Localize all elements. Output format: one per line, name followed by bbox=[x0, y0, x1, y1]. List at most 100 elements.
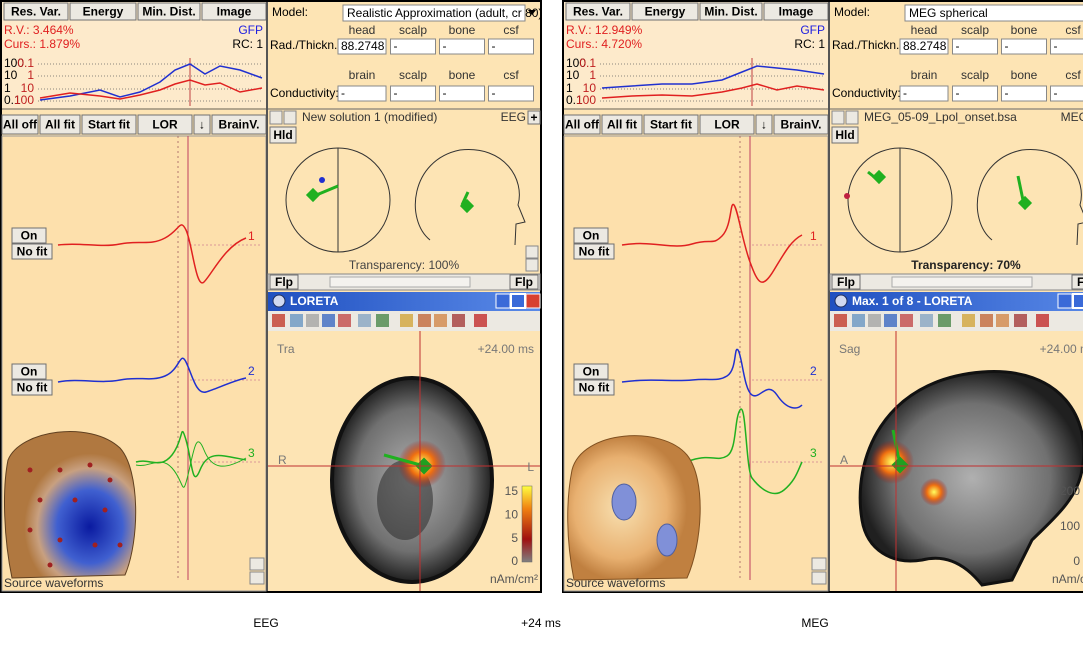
hold-button-box[interactable] bbox=[831, 126, 859, 144]
tool-icon[interactable] bbox=[868, 314, 881, 327]
slider-track[interactable] bbox=[891, 276, 1033, 288]
fit-button[interactable]: No fit bbox=[17, 245, 48, 259]
toolbar-button[interactable]: ↓ bbox=[761, 118, 767, 132]
slider-track[interactable] bbox=[329, 276, 471, 288]
tool-icon[interactable] bbox=[920, 314, 933, 327]
tab-box[interactable] bbox=[137, 2, 201, 21]
on-button-box[interactable] bbox=[573, 227, 609, 244]
scroll-button[interactable] bbox=[525, 258, 539, 272]
toolbar-button[interactable]: All fit bbox=[45, 118, 75, 132]
hold-button[interactable]: Hld bbox=[273, 128, 292, 142]
rad-input[interactable] bbox=[952, 38, 998, 55]
model-value[interactable]: Realistic Approximation (adult, cr 80) bbox=[347, 6, 542, 20]
win-max[interactable] bbox=[1072, 293, 1083, 309]
cond-value[interactable]: - bbox=[443, 86, 447, 100]
rad-input[interactable] bbox=[1001, 38, 1047, 55]
on-button[interactable]: On bbox=[583, 365, 600, 379]
toolbar-button[interactable]: BrainV. bbox=[219, 118, 260, 132]
nav-prev[interactable] bbox=[269, 110, 283, 125]
tab[interactable]: Energy bbox=[645, 5, 686, 19]
rad-value[interactable]: - bbox=[443, 39, 447, 53]
tool-icon[interactable] bbox=[962, 314, 975, 327]
toolbar-button-box[interactable] bbox=[81, 114, 137, 135]
tab-box[interactable] bbox=[699, 2, 763, 21]
toolbar-button-box[interactable] bbox=[1, 114, 39, 135]
tab[interactable]: Min. Dist. bbox=[704, 5, 757, 19]
tab-box[interactable] bbox=[565, 2, 631, 21]
win-max[interactable] bbox=[510, 293, 526, 309]
tool-icon[interactable] bbox=[338, 314, 351, 327]
nav-next[interactable] bbox=[845, 110, 859, 125]
toolbar-button-box[interactable] bbox=[193, 114, 211, 135]
on-button[interactable]: On bbox=[21, 365, 38, 379]
toolbar-button[interactable]: LOR bbox=[152, 118, 178, 132]
win-close[interactable] bbox=[525, 293, 541, 309]
on-button[interactable]: On bbox=[583, 229, 600, 243]
cond-input[interactable] bbox=[952, 85, 998, 102]
cond-input[interactable] bbox=[337, 85, 387, 102]
rad-value[interactable]: 88.2748 bbox=[903, 39, 947, 53]
flip-button-box[interactable] bbox=[831, 274, 861, 290]
rad-value[interactable]: - bbox=[1005, 39, 1009, 53]
tool-icon[interactable] bbox=[1036, 314, 1049, 327]
toolbar-button-box[interactable] bbox=[699, 114, 755, 135]
tool-icon[interactable] bbox=[322, 314, 335, 327]
flip-button-box[interactable] bbox=[269, 274, 299, 290]
cond-value[interactable]: - bbox=[341, 86, 345, 100]
fit-button[interactable]: No fit bbox=[17, 381, 48, 395]
tab[interactable]: Min. Dist. bbox=[142, 5, 195, 19]
rad-value[interactable]: - bbox=[1054, 39, 1058, 53]
tool-icon[interactable] bbox=[290, 314, 303, 327]
tab-box[interactable] bbox=[3, 2, 69, 21]
model-value[interactable]: MEG spherical bbox=[909, 6, 988, 20]
rad-value[interactable]: - bbox=[492, 39, 496, 53]
win-min[interactable] bbox=[1057, 293, 1073, 309]
rad-value[interactable]: 88.2748 bbox=[341, 39, 385, 53]
tab[interactable]: Image bbox=[779, 5, 814, 19]
flip-button[interactable]: Flp bbox=[837, 275, 855, 289]
fit-button-box[interactable] bbox=[573, 379, 615, 396]
cond-input[interactable] bbox=[1050, 85, 1083, 102]
toolbar-button-box[interactable] bbox=[563, 114, 601, 135]
cond-value[interactable]: - bbox=[1005, 86, 1009, 100]
tool-icon[interactable] bbox=[996, 314, 1009, 327]
on-button-box[interactable] bbox=[11, 227, 47, 244]
rad-value[interactable]: - bbox=[956, 39, 960, 53]
flip-button[interactable]: Flp bbox=[275, 275, 293, 289]
tool-icon[interactable] bbox=[852, 314, 865, 327]
tool-icon[interactable] bbox=[452, 314, 465, 327]
on-button-box[interactable] bbox=[573, 363, 609, 380]
cond-value[interactable]: - bbox=[1054, 86, 1058, 100]
tool-icon[interactable] bbox=[418, 314, 431, 327]
flip-button[interactable]: Flp bbox=[1077, 275, 1083, 289]
tool-icon[interactable] bbox=[434, 314, 447, 327]
tool-icon[interactable] bbox=[900, 314, 913, 327]
fit-button[interactable]: No fit bbox=[579, 245, 610, 259]
cond-value[interactable]: - bbox=[394, 86, 398, 100]
rad-value[interactable]: - bbox=[394, 39, 398, 53]
toolbar-button[interactable]: All off bbox=[565, 118, 600, 132]
rad-input[interactable] bbox=[899, 38, 949, 55]
add-button-box[interactable] bbox=[527, 110, 541, 125]
tool-icon[interactable] bbox=[938, 314, 951, 327]
flip-button-box[interactable] bbox=[1071, 274, 1083, 290]
scroll-button[interactable] bbox=[249, 571, 265, 585]
tool-icon[interactable] bbox=[884, 314, 897, 327]
hold-button-box[interactable] bbox=[269, 126, 297, 144]
fit-button-box[interactable] bbox=[11, 379, 53, 396]
nav-next[interactable] bbox=[283, 110, 297, 125]
fit-button-box[interactable] bbox=[11, 243, 53, 260]
tab[interactable]: Res. Var. bbox=[573, 5, 623, 19]
rad-input[interactable] bbox=[337, 38, 387, 55]
toolbar-button-box[interactable] bbox=[601, 114, 643, 135]
cond-input[interactable] bbox=[390, 85, 436, 102]
hold-button[interactable]: Hld bbox=[835, 128, 854, 142]
rad-input[interactable] bbox=[1050, 38, 1083, 55]
cond-input[interactable] bbox=[488, 85, 534, 102]
tab-box[interactable] bbox=[69, 2, 137, 21]
toolbar-button-box[interactable] bbox=[643, 114, 699, 135]
model-select[interactable] bbox=[342, 4, 526, 22]
cond-input[interactable] bbox=[439, 85, 485, 102]
dropdown-arrow[interactable] bbox=[528, 10, 536, 15]
toolbar-button[interactable]: Start fit bbox=[88, 118, 130, 132]
